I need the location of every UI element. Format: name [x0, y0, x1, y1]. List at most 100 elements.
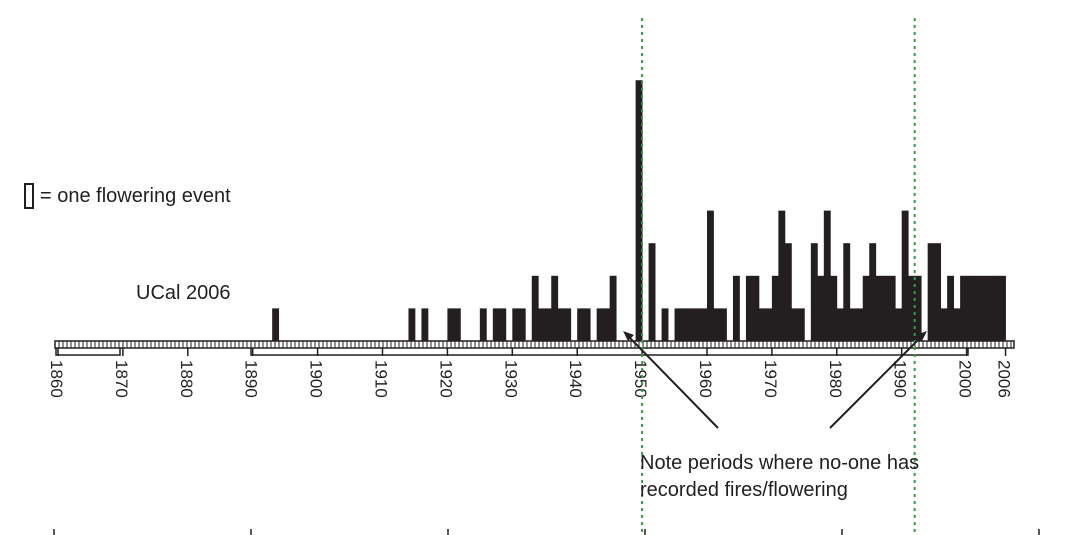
bar: [272, 308, 280, 341]
bar: [888, 275, 896, 341]
bar: [797, 308, 805, 341]
x-tick-label: 1920: [436, 360, 455, 398]
bar: [765, 308, 773, 341]
bar: [648, 243, 656, 341]
bar: [791, 308, 799, 341]
bar: [538, 308, 546, 341]
bar: [862, 275, 870, 341]
bar: [453, 308, 461, 341]
bar: [823, 210, 831, 341]
bar: [421, 308, 429, 341]
x-tick-label: 1970: [761, 360, 780, 398]
bar: [830, 275, 838, 341]
legend: = one flowering event: [24, 183, 231, 209]
x-tick-label: 1990: [891, 360, 910, 398]
x-tick-label: 2000: [956, 360, 975, 398]
bar: [492, 308, 500, 341]
x-tick-label: 1960: [696, 360, 715, 398]
bar: [966, 275, 974, 341]
bar: [745, 275, 753, 341]
x-tick-label: 1870: [112, 360, 131, 398]
x-tick-label: 1980: [826, 360, 845, 398]
bar: [609, 275, 617, 341]
bar: [674, 308, 682, 341]
x-tick-label: 1890: [242, 360, 261, 398]
bar: [700, 308, 708, 341]
bar: [895, 308, 903, 341]
bar: [512, 308, 520, 341]
bar: [784, 243, 792, 341]
bar: [447, 308, 455, 341]
bar: [999, 275, 1006, 341]
bar: [869, 243, 877, 341]
bar: [810, 243, 818, 341]
bar: [596, 308, 604, 341]
x-axis-bracket: [250, 348, 969, 356]
x-tick-label: 1880: [177, 360, 196, 398]
annotation-note: Note periods where no-one has recorded f…: [640, 452, 920, 501]
bar: [551, 275, 559, 341]
x-tick-label: 1950: [631, 360, 650, 398]
bar: [603, 308, 611, 341]
bar: [635, 80, 643, 341]
bar: [583, 308, 591, 341]
annotation-arrowhead: [916, 331, 927, 341]
bar: [973, 275, 980, 341]
x-tick-label: 1940: [566, 360, 585, 398]
legend-swatch: [24, 183, 34, 209]
bar: [771, 275, 779, 341]
series-label: UCal 2006: [136, 282, 231, 304]
bar: [856, 308, 864, 341]
bar: [843, 243, 851, 341]
bar: [479, 308, 487, 341]
bar: [544, 308, 552, 341]
bar: [934, 243, 942, 341]
bar: [882, 275, 890, 341]
bar: [914, 275, 922, 341]
bar: [836, 308, 844, 341]
bar: [947, 275, 955, 341]
x-tick-label: 2006: [995, 360, 1014, 398]
bar: [564, 308, 572, 341]
bar: [986, 275, 993, 341]
annotation-arrow: [829, 337, 921, 429]
annotation-arrowhead: [623, 331, 634, 341]
bar: [681, 308, 688, 341]
annotation-arrow: [629, 337, 719, 429]
bar: [849, 308, 857, 341]
bar: [408, 308, 416, 341]
x-tick-label: 1860: [47, 360, 66, 398]
bar: [694, 308, 701, 341]
bar: [518, 308, 526, 341]
bar: [817, 275, 825, 341]
bar: [758, 308, 766, 341]
bar: [752, 275, 760, 341]
x-tick-label: 1900: [307, 360, 326, 398]
bar: [992, 275, 1000, 341]
bar: [979, 275, 987, 341]
bar: [499, 308, 507, 341]
bar: [531, 275, 539, 341]
bar: [901, 210, 909, 341]
x-tick-label: 1930: [501, 360, 520, 398]
bar: [778, 210, 786, 341]
bar: [557, 308, 565, 341]
bar: [927, 243, 935, 341]
bar: [732, 275, 740, 341]
bar: [960, 275, 967, 341]
legend-text: = one flowering event: [40, 185, 231, 207]
bar: [953, 308, 961, 341]
bar: [687, 308, 695, 341]
x-tick-label: 1910: [372, 360, 391, 398]
x-axis-bracket: [55, 348, 121, 356]
bar: [940, 308, 948, 341]
bar: [713, 308, 721, 341]
bar: [719, 308, 727, 341]
bar: [707, 210, 714, 341]
bar: [661, 308, 669, 341]
bar: [908, 275, 916, 341]
bar: [577, 308, 585, 341]
bar: [875, 275, 883, 341]
